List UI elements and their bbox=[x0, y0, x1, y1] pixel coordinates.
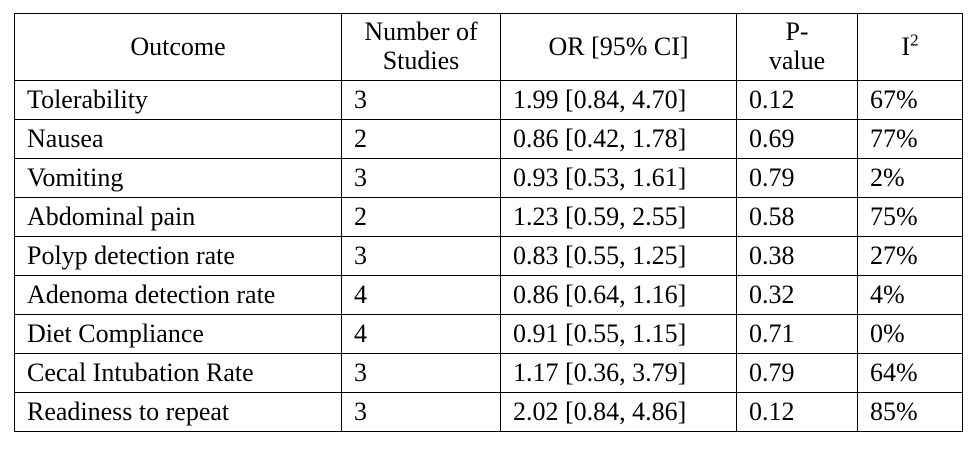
cell-i2: 67% bbox=[857, 80, 963, 120]
table-header: Outcome Number of Studies OR [95% CI] P-… bbox=[14, 13, 963, 81]
cell-pvalue: 0.12 bbox=[736, 80, 858, 120]
header-number-of-studies: Number of Studies bbox=[341, 13, 501, 81]
table-row: Polyp detection rate 3 0.83 [0.55, 1.25]… bbox=[14, 236, 963, 276]
cell-pvalue: 0.38 bbox=[736, 236, 858, 276]
table-row: Tolerability 3 1.99 [0.84, 4.70] 0.12 67… bbox=[14, 80, 963, 120]
cell-pvalue: 0.79 bbox=[736, 158, 858, 198]
table-row: Cecal Intubation Rate 3 1.17 [0.36, 3.79… bbox=[14, 353, 963, 393]
table-row: Vomiting 3 0.93 [0.53, 1.61] 0.79 2% bbox=[14, 158, 963, 198]
cell-studies: 3 bbox=[341, 158, 501, 198]
table-row: Diet Compliance 4 0.91 [0.55, 1.15] 0.71… bbox=[14, 314, 963, 354]
cell-studies: 3 bbox=[341, 80, 501, 120]
header-studies-line1: Number of bbox=[364, 17, 478, 47]
cell-or-ci: 0.86 [0.42, 1.78] bbox=[500, 119, 737, 159]
header-or-ci: OR [95% CI] bbox=[500, 13, 737, 81]
cell-or-ci: 0.91 [0.55, 1.15] bbox=[500, 314, 737, 354]
cell-studies: 3 bbox=[341, 392, 501, 432]
header-i-squared: I2 bbox=[857, 13, 963, 81]
cell-i2: 64% bbox=[857, 353, 963, 393]
cell-studies: 4 bbox=[341, 275, 501, 315]
header-pvalue-line1: P- bbox=[785, 17, 809, 47]
cell-studies: 2 bbox=[341, 197, 501, 237]
header-pvalue-line2: value bbox=[768, 46, 826, 75]
cell-outcome: Readiness to repeat bbox=[14, 392, 342, 432]
cell-studies: 3 bbox=[341, 353, 501, 393]
table-row: Abdominal pain 2 1.23 [0.59, 2.55] 0.58 … bbox=[14, 197, 963, 237]
cell-outcome: Tolerability bbox=[14, 80, 342, 120]
table-row: Readiness to repeat 3 2.02 [0.84, 4.86] … bbox=[14, 392, 963, 432]
table-row: Nausea 2 0.86 [0.42, 1.78] 0.69 77% bbox=[14, 119, 963, 159]
cell-studies: 4 bbox=[341, 314, 501, 354]
header-studies-line2: Studies bbox=[382, 46, 460, 75]
cell-i2: 85% bbox=[857, 392, 963, 432]
cell-pvalue: 0.69 bbox=[736, 119, 858, 159]
cell-outcome: Cecal Intubation Rate bbox=[14, 353, 342, 393]
cell-outcome: Diet Compliance bbox=[14, 314, 342, 354]
header-row: Outcome Number of Studies OR [95% CI] P-… bbox=[14, 13, 963, 81]
results-table: Outcome Number of Studies OR [95% CI] P-… bbox=[14, 13, 963, 432]
header-outcome: Outcome bbox=[14, 13, 342, 81]
cell-i2: 27% bbox=[857, 236, 963, 276]
header-p-value: P- value bbox=[736, 13, 858, 81]
cell-or-ci: 1.17 [0.36, 3.79] bbox=[500, 353, 737, 393]
cell-outcome: Adenoma detection rate bbox=[14, 275, 342, 315]
cell-studies: 2 bbox=[341, 119, 501, 159]
cell-pvalue: 0.12 bbox=[736, 392, 858, 432]
cell-i2: 0% bbox=[857, 314, 963, 354]
cell-outcome: Polyp detection rate bbox=[14, 236, 342, 276]
cell-pvalue: 0.71 bbox=[736, 314, 858, 354]
cell-or-ci: 1.99 [0.84, 4.70] bbox=[500, 80, 737, 120]
table-row: Adenoma detection rate 4 0.86 [0.64, 1.1… bbox=[14, 275, 963, 315]
cell-i2: 75% bbox=[857, 197, 963, 237]
header-i2-base: I bbox=[901, 31, 911, 61]
cell-or-ci: 0.93 [0.53, 1.61] bbox=[500, 158, 737, 198]
cell-or-ci: 2.02 [0.84, 4.86] bbox=[500, 392, 737, 432]
cell-or-ci: 1.23 [0.59, 2.55] bbox=[500, 197, 737, 237]
cell-pvalue: 0.79 bbox=[736, 353, 858, 393]
cell-pvalue: 0.32 bbox=[736, 275, 858, 315]
cell-i2: 2% bbox=[857, 158, 963, 198]
cell-or-ci: 0.86 [0.64, 1.16] bbox=[500, 275, 737, 315]
cell-i2: 4% bbox=[857, 275, 963, 315]
table-body: Tolerability 3 1.99 [0.84, 4.70] 0.12 67… bbox=[14, 80, 963, 432]
cell-pvalue: 0.58 bbox=[736, 197, 858, 237]
cell-i2: 77% bbox=[857, 119, 963, 159]
cell-studies: 3 bbox=[341, 236, 501, 276]
cell-outcome: Abdominal pain bbox=[14, 197, 342, 237]
cell-outcome: Nausea bbox=[14, 119, 342, 159]
header-i2-superscript: 2 bbox=[910, 30, 919, 50]
cell-outcome: Vomiting bbox=[14, 158, 342, 198]
cell-or-ci: 0.83 [0.55, 1.25] bbox=[500, 236, 737, 276]
